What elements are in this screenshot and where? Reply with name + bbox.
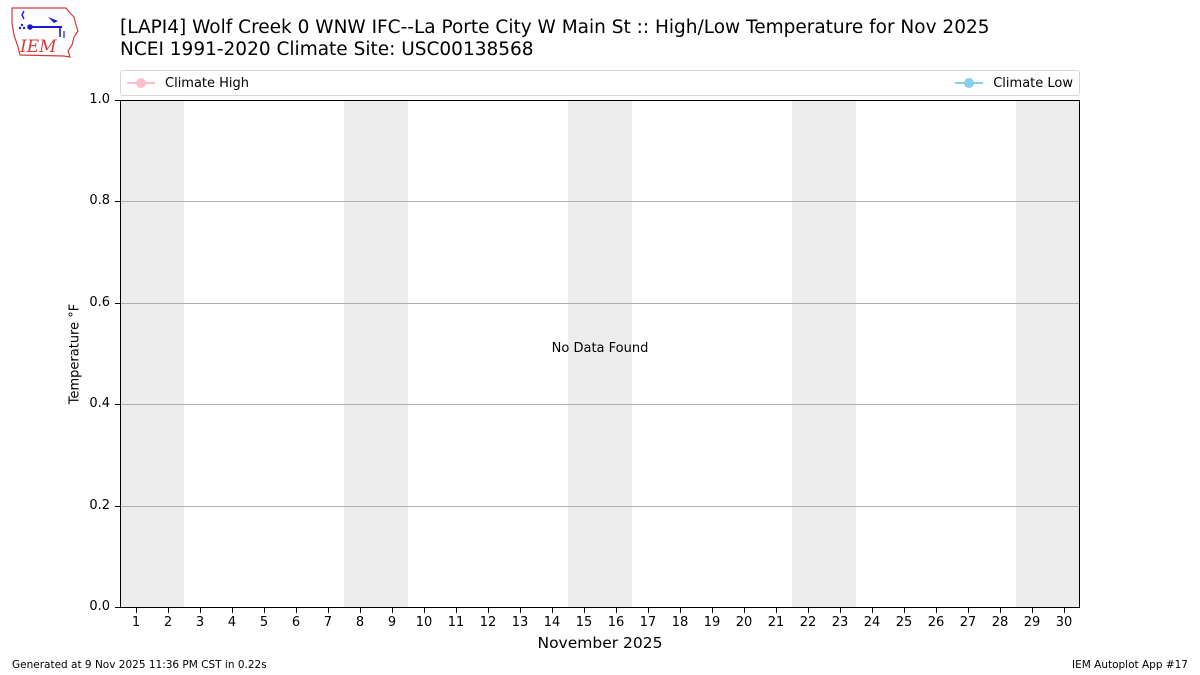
x-tick	[167, 608, 169, 613]
x-tick-label: 8	[355, 615, 365, 630]
legend: Climate High Climate Low	[120, 70, 1080, 96]
x-tick-label: 14	[543, 615, 561, 630]
y-tick-label: 0.0	[89, 599, 110, 614]
x-tick-label: 16	[607, 615, 625, 630]
x-axis-label: November 2025	[537, 634, 663, 652]
x-tick-label: 30	[1055, 615, 1073, 630]
weekend-band	[120, 100, 184, 608]
x-tick-label: 28	[991, 615, 1009, 630]
x-tick	[615, 608, 617, 613]
x-tick-label: 24	[863, 615, 881, 630]
generated-timestamp: Generated at 9 Nov 2025 11:36 PM CST in …	[12, 659, 267, 671]
legend-item-climate-high: Climate High	[127, 71, 249, 95]
x-tick	[519, 608, 521, 613]
x-tick	[295, 608, 297, 613]
x-tick	[903, 608, 905, 613]
x-tick	[135, 608, 137, 613]
x-tick-label: 10	[415, 615, 433, 630]
gridline	[120, 404, 1080, 405]
x-tick-label: 4	[227, 615, 237, 630]
x-tick-label: 1	[131, 615, 141, 630]
x-tick-label: 13	[511, 615, 529, 630]
x-tick	[999, 608, 1001, 613]
weekend-band	[344, 100, 408, 608]
gridline	[120, 303, 1080, 304]
x-tick-label: 18	[671, 615, 689, 630]
x-tick-label: 9	[387, 615, 397, 630]
x-tick-label: 12	[479, 615, 497, 630]
weekend-band	[568, 100, 632, 608]
x-tick-label: 26	[927, 615, 945, 630]
x-tick	[967, 608, 969, 613]
x-tick-label: 20	[735, 615, 753, 630]
iem-logo: IEM	[8, 5, 80, 59]
legend-label: Climate High	[165, 75, 250, 91]
app-credit: IEM Autoplot App #17	[1072, 659, 1188, 671]
x-tick-label: 6	[291, 615, 301, 630]
iowa-map-icon: IEM	[11, 7, 79, 58]
y-tick-label: 1.0	[89, 92, 110, 107]
x-tick-label: 2	[163, 615, 173, 630]
climate-low-marker-icon	[955, 78, 984, 88]
svg-text:IEM: IEM	[19, 37, 57, 57]
y-tick-label: 0.6	[89, 295, 110, 310]
chart-title: [LAPI4] Wolf Creek 0 WNW IFC--La Porte C…	[120, 17, 990, 38]
x-tick	[871, 608, 873, 613]
y-tick-label: 0.4	[89, 396, 110, 411]
x-tick	[839, 608, 841, 613]
climate-high-marker-icon	[127, 78, 155, 88]
x-tick-label: 25	[895, 615, 913, 630]
x-tick	[807, 608, 809, 613]
x-tick	[583, 608, 585, 613]
x-tick-label: 11	[447, 615, 465, 630]
x-tick	[935, 608, 937, 613]
gridline	[120, 201, 1080, 202]
x-tick	[711, 608, 713, 613]
x-tick-label: 21	[767, 615, 785, 630]
x-tick-label: 29	[1023, 615, 1041, 630]
x-tick	[391, 608, 393, 613]
y-tick-label: 0.8	[89, 193, 110, 208]
x-tick-label: 5	[259, 615, 269, 630]
x-tick-label: 3	[195, 615, 205, 630]
x-tick	[743, 608, 745, 613]
weekend-band	[1016, 100, 1080, 608]
x-tick-label: 15	[575, 615, 593, 630]
x-tick-label: 23	[831, 615, 849, 630]
x-tick	[423, 608, 425, 613]
x-tick	[359, 608, 361, 613]
y-axis-label: Temperature °F	[67, 303, 83, 405]
x-tick	[551, 608, 553, 613]
x-tick	[327, 608, 329, 613]
legend-item-climate-low: Climate Low	[955, 71, 1073, 95]
x-tick	[487, 608, 489, 613]
x-tick-label: 22	[799, 615, 817, 630]
no-data-annotation: No Data Found	[551, 341, 649, 356]
x-tick	[1031, 608, 1033, 613]
plot-area	[120, 100, 1080, 608]
x-tick	[775, 608, 777, 613]
gridline	[120, 506, 1080, 507]
x-tick-label: 19	[703, 615, 721, 630]
x-tick-label: 7	[323, 615, 333, 630]
x-tick	[1063, 608, 1065, 613]
weekend-band	[792, 100, 856, 608]
x-tick	[455, 608, 457, 613]
x-tick-label: 27	[959, 615, 977, 630]
x-tick	[263, 608, 265, 613]
x-tick	[199, 608, 201, 613]
legend-label: Climate Low	[993, 75, 1073, 91]
x-tick	[679, 608, 681, 613]
x-tick	[231, 608, 233, 613]
chart-subtitle: NCEI 1991-2020 Climate Site: USC00138568	[120, 39, 534, 60]
x-tick-label: 17	[639, 615, 657, 630]
x-tick	[647, 608, 649, 613]
y-tick-label: 0.2	[89, 498, 110, 513]
